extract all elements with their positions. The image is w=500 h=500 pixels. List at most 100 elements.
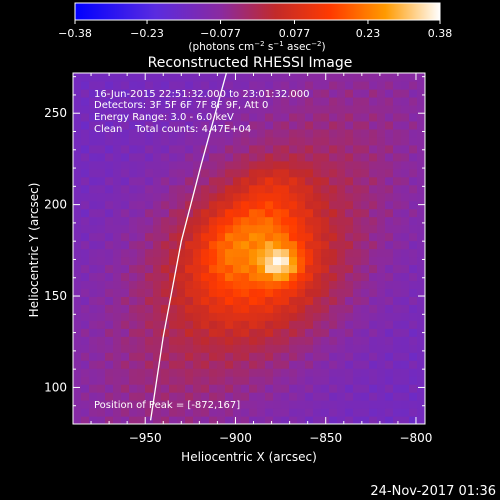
heatmap-cell (153, 168, 162, 178)
heatmap-cell (81, 73, 90, 82)
heatmap-cell (225, 208, 234, 218)
heatmap-cell (289, 152, 298, 162)
heatmap-cell (249, 200, 258, 210)
heatmap-cell (313, 152, 322, 162)
heatmap-cell (393, 376, 402, 385)
heatmap-cell (369, 344, 378, 353)
heatmap-cell (177, 320, 186, 329)
heatmap-cell (305, 408, 314, 417)
heatmap-cell (313, 224, 322, 234)
heatmap-cell (185, 104, 194, 114)
heatmap-cell (217, 224, 226, 234)
heatmap-cell (89, 264, 98, 274)
colorbar-units-sup2: −1 (273, 40, 283, 48)
heatmap-cell (329, 256, 338, 266)
heatmap-cell (409, 104, 418, 114)
heatmap-cell (233, 408, 242, 417)
heatmap-cell (129, 392, 138, 401)
heatmap-cell (193, 232, 202, 242)
heatmap-cell (185, 280, 194, 289)
heatmap-cell (161, 96, 170, 106)
heatmap-cell (393, 73, 402, 82)
heatmap-cell (129, 152, 138, 162)
heatmap-cell (297, 400, 306, 409)
heatmap-cell (337, 192, 346, 202)
heatmap-cell (73, 392, 82, 401)
heatmap-cell (201, 352, 210, 361)
heatmap-cell (385, 192, 394, 202)
heatmap-cell (201, 152, 210, 162)
heatmap-cell (137, 88, 146, 98)
heatmap-cell (257, 376, 266, 385)
heatmap-cell (193, 96, 202, 106)
heatmap-cell (161, 256, 170, 266)
heatmap-cell (193, 328, 202, 337)
heatmap-cell (369, 152, 378, 162)
heatmap-cell (233, 128, 242, 138)
heatmap-cell (113, 352, 122, 361)
heatmap-cell (305, 392, 314, 401)
heatmap-cell (145, 344, 154, 353)
heatmap-cell (417, 312, 425, 321)
heatmap-cell (209, 400, 218, 409)
heatmap-cell (281, 328, 290, 337)
heatmap-cell (97, 80, 106, 90)
heatmap-cell (145, 128, 154, 138)
heatmap-cell (265, 176, 274, 186)
heatmap-cell (313, 264, 322, 274)
heatmap-cell (105, 368, 114, 377)
heatmap-cell (81, 312, 90, 321)
heatmap-cell (417, 264, 425, 274)
heatmap-cell (273, 224, 282, 234)
heatmap-cell (241, 232, 250, 242)
heatmap-cell (241, 104, 250, 114)
heatmap-cell (217, 232, 226, 242)
heatmap-cell (321, 400, 330, 409)
heatmap-cell (209, 88, 218, 98)
heatmap-cell (73, 128, 82, 138)
heatmap-cell (145, 328, 154, 337)
heatmap-cell (193, 224, 202, 234)
heatmap-cell (209, 392, 218, 401)
heatmap-cell (377, 152, 386, 162)
heatmap-cell (145, 96, 154, 106)
heatmap-cell (233, 360, 242, 369)
heatmap-cell (289, 80, 298, 90)
heatmap-cell (217, 73, 226, 82)
heatmap-cell (153, 80, 162, 90)
heatmap-cell (177, 336, 186, 345)
heatmap-cell (329, 128, 338, 138)
heatmap-cell (289, 96, 298, 106)
heatmap-cell (153, 376, 162, 385)
heatmap-cell (217, 192, 226, 202)
heatmap-cell (177, 73, 186, 82)
heatmap-cell (209, 184, 218, 194)
heatmap-cell (73, 264, 82, 274)
heatmap-cell (305, 136, 314, 146)
heatmap-cell (225, 328, 234, 337)
heatmap-cell (105, 352, 114, 361)
heatmap-cell (417, 320, 425, 329)
heatmap-cell (177, 248, 186, 258)
heatmap-cell (305, 96, 314, 106)
heatmap-cell (417, 176, 425, 186)
heatmap-cell (161, 280, 170, 289)
heatmap-cell (289, 344, 298, 353)
heatmap-cell (409, 272, 418, 282)
heatmap-cell (145, 264, 154, 274)
heatmap-cell (73, 144, 82, 154)
heatmap-cell (321, 264, 330, 274)
heatmap-cell (137, 352, 146, 361)
heatmap-cell (385, 416, 394, 424)
heatmap-cell (417, 296, 425, 305)
heatmap-cell (169, 208, 178, 218)
heatmap-cell (329, 360, 338, 369)
heatmap-cell (361, 312, 370, 321)
heatmap-cell (193, 208, 202, 218)
heatmap-cell (257, 96, 266, 106)
heatmap-cell (73, 368, 82, 377)
heatmap-cell (369, 136, 378, 146)
heatmap-cell (209, 208, 218, 218)
heatmap-cell (137, 264, 146, 274)
heatmap-cell (137, 408, 146, 417)
